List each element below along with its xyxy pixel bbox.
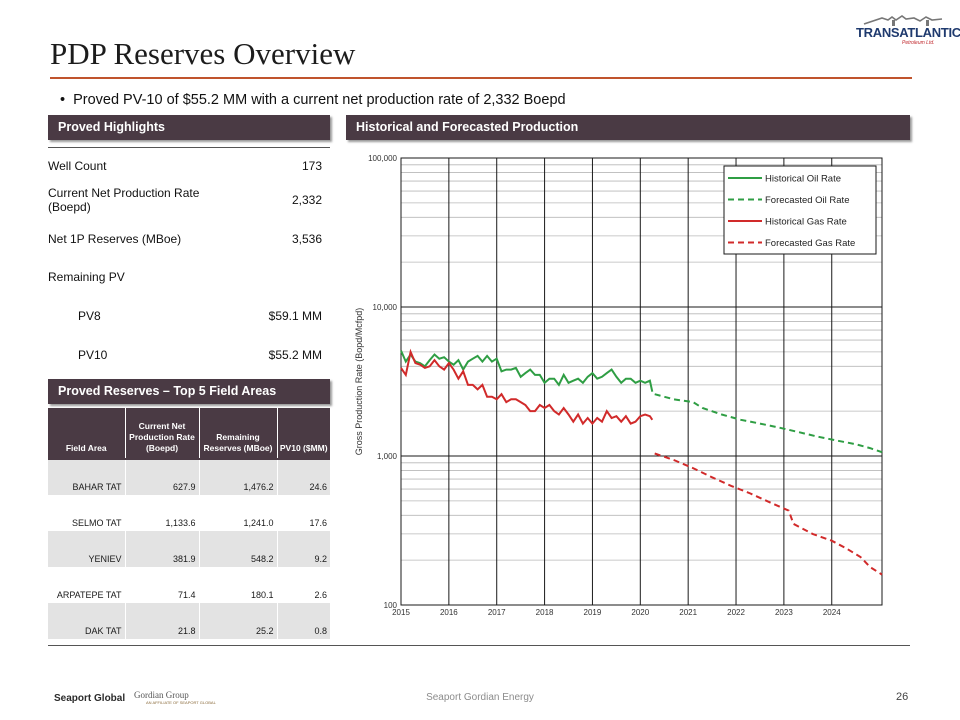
legend-label: Historical Oil Rate	[765, 174, 841, 185]
column-header: Remaining Reserves (MBoe)	[198, 408, 277, 459]
page-number: 26	[896, 691, 909, 703]
title-divider	[50, 77, 912, 79]
production-chart: 100 1,000 10,000 100,000 2015 2016 2017 2018 201…	[354, 154, 883, 617]
x-tick-label: 2024	[823, 608, 841, 617]
column-header: Current Net Production Rate (Boepd)	[124, 408, 199, 459]
field-area-cell: YENIEV	[48, 531, 125, 567]
logo-subtitle: Petroleum Ltd.	[902, 40, 935, 46]
gordian-group-tagline: AN AFFILIATE OF SEAPORT GLOBAL	[146, 700, 216, 705]
x-tick-label: 2017	[488, 608, 506, 617]
logo-wordmark: TRANSATLANTIC	[856, 25, 960, 40]
legend-label: Historical Gas Rate	[765, 217, 847, 228]
reserves-cell: 1,476.2	[198, 458, 277, 495]
field-area-cell: DAK TAT	[48, 603, 125, 639]
legend-label: Forecasted Oil Rate	[765, 195, 849, 206]
y-axis-label: Gross Production Rate (Bopd/Mcfpd)	[354, 308, 364, 456]
legend-label: Forecasted Gas Rate	[765, 238, 855, 249]
rate-cell: 1,133.6	[124, 495, 199, 531]
reserves-cell: 180.1	[198, 567, 277, 603]
transatlantic-logo: TRANSATLANTIC Petroleum Ltd.	[856, 12, 960, 46]
pv10-cell: 9.2	[276, 531, 330, 567]
field-area-cell: SELMO TAT	[48, 495, 125, 531]
highlight-value: 173	[301, 159, 322, 173]
highlight-label: PV8	[78, 309, 101, 323]
x-tick-label: 2018	[536, 608, 554, 617]
highlight-label: PV10	[78, 348, 108, 362]
y-tick-label: 10,000	[373, 303, 398, 312]
gordian-group-logo: Gordian Group AN AFFILIATE OF SEAPORT GL…	[134, 690, 216, 705]
column-header: PV10 ($MM)	[276, 408, 330, 459]
production-chart-header: Historical and Forecasted Production	[346, 115, 910, 140]
y-tick-label: 1,000	[377, 452, 398, 461]
pv10-cell: 0.8	[276, 603, 330, 639]
reserves-cell: 25.2	[198, 603, 277, 639]
highlight-row-well-count: Well Count 173	[48, 148, 330, 184]
x-tick-label: 2021	[679, 608, 697, 617]
x-tick-label: 2015	[392, 608, 410, 617]
highlight-value: 3,536	[291, 232, 322, 246]
footer-text: Seaport Gordian Energy	[426, 692, 534, 703]
field-area-cell: BAHAR TAT	[48, 458, 125, 495]
reserves-cell: 548.2	[198, 531, 277, 567]
x-tick-label: 2023	[775, 608, 793, 617]
highlight-value: $59.1 MM	[268, 309, 322, 323]
proved-highlights-header: Proved Highlights	[48, 115, 330, 140]
table-row: SELMO TAT 1,133.6 1,241.0 17.6	[48, 495, 330, 531]
rate-cell: 71.4	[124, 567, 199, 603]
legend-box	[723, 165, 877, 255]
column-header: Field Area	[48, 408, 125, 459]
y-tick-label: 100,000	[368, 154, 397, 163]
highlights-table: Well Count 173 Current Net Production Ra…	[48, 147, 330, 374]
summary-text: Proved PV-10 of $55.2 MM with a current …	[73, 92, 566, 108]
y-tick-label: 100	[384, 601, 398, 610]
pv10-cell: 2.6	[276, 567, 330, 603]
x-tick-label: 2020	[631, 608, 649, 617]
highlight-row-pv8: PV8 $59.1 MM	[48, 298, 330, 336]
field-areas-table: Field Area Current Net Production Rate (…	[48, 408, 330, 639]
pumpjack-icon	[863, 15, 943, 26]
table-row: YENIEV 381.9 548.2 9.2	[48, 531, 330, 567]
table-row: DAK TAT 21.8 25.2 0.8	[48, 603, 330, 639]
series-line	[654, 452, 883, 576]
highlight-label: Remaining PV	[48, 270, 125, 284]
bottom-divider	[48, 645, 910, 646]
highlight-value: $55.2 MM	[268, 348, 322, 362]
highlight-row-remaining-pv: Remaining PV	[48, 260, 330, 298]
reserves-cell: 1,241.0	[198, 495, 277, 531]
rate-cell: 21.8	[124, 603, 199, 639]
field-areas-header: Proved Reserves – Top 5 Field Areas	[48, 379, 330, 404]
series-line	[400, 350, 654, 392]
highlight-label: Net 1P Reserves (MBoe)	[48, 232, 182, 246]
x-tick-label: 2019	[584, 608, 602, 617]
pv10-cell: 24.6	[276, 458, 330, 495]
plot-frame	[400, 157, 883, 606]
highlight-label: Well Count	[48, 159, 107, 173]
summary-bullet: • Proved PV-10 of $55.2 MM with a current…	[60, 92, 566, 108]
highlight-row-pv10: PV10 $55.2 MM	[48, 336, 330, 374]
table-row: BAHAR TAT 627.9 1,476.2 24.6	[48, 458, 330, 495]
gordian-group-name: Gordian Group	[134, 690, 189, 700]
highlight-row-production-rate: Current Net Production Rate (Boepd) 2,33…	[48, 184, 330, 222]
seaport-global-logo: Seaport Global	[54, 693, 126, 704]
x-tick-label: 2022	[727, 608, 745, 617]
pv10-cell: 17.6	[276, 495, 330, 531]
field-area-cell: ARPATEPE TAT	[48, 567, 125, 603]
series-line	[654, 393, 883, 454]
highlight-row-reserves: Net 1P Reserves (MBoe) 3,536	[48, 222, 330, 260]
series-line	[400, 348, 654, 426]
table-row: ARPATEPE TAT 71.4 180.1 2.6	[48, 567, 330, 603]
x-tick-label: 2016	[440, 608, 458, 617]
rate-cell: 627.9	[124, 458, 199, 495]
rate-cell: 381.9	[124, 531, 199, 567]
page-title: PDP Reserves Overview	[50, 36, 356, 71]
highlight-label: Current Net Production Rate (Boepd)	[48, 186, 200, 214]
highlight-value: 2,332	[291, 193, 322, 207]
